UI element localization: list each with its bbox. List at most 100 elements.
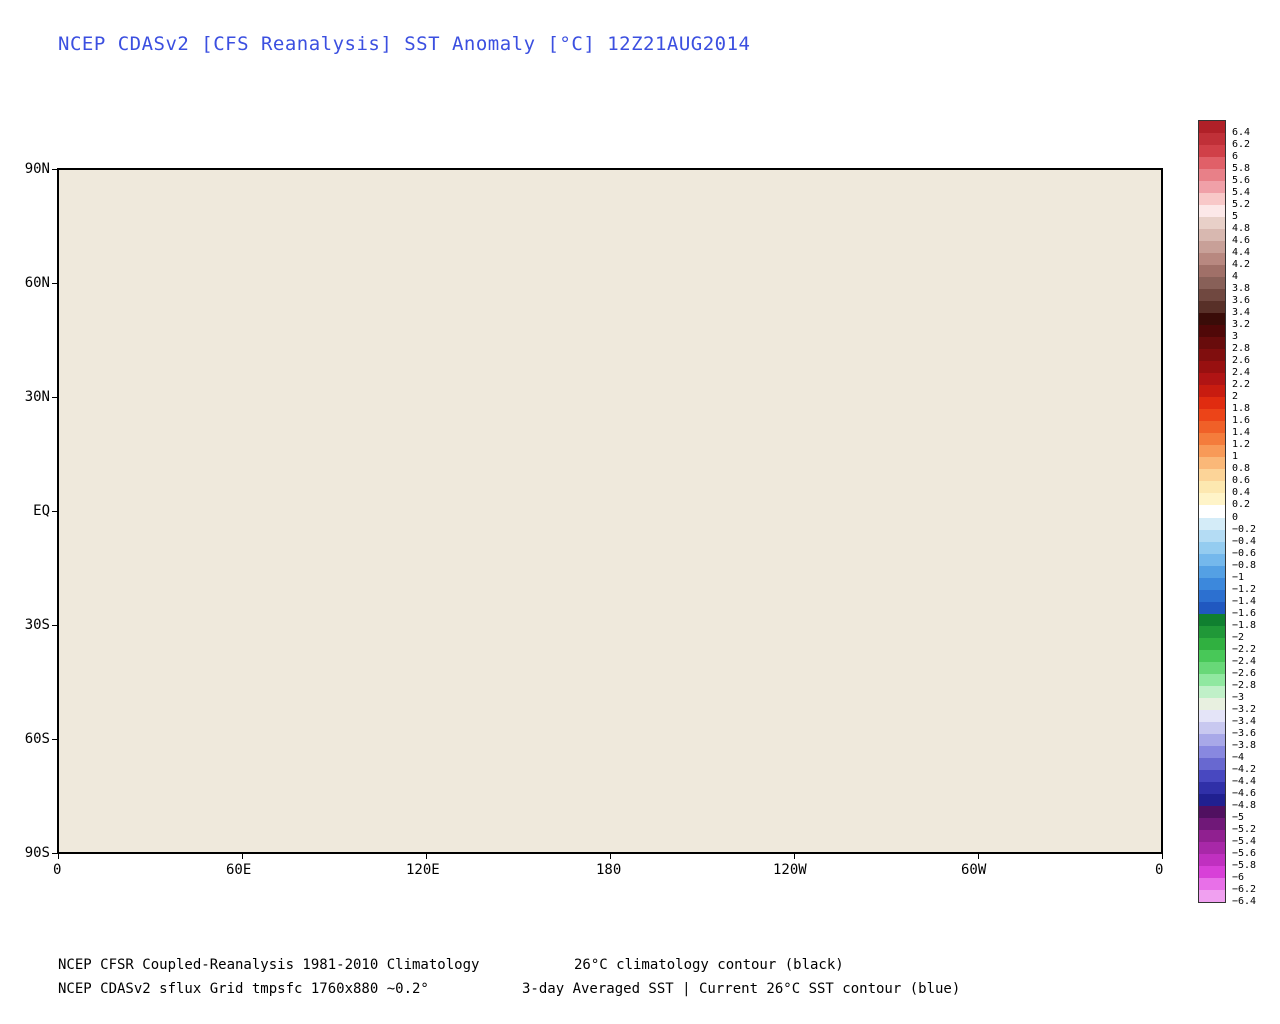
colorbar-tick-label: 0.4 xyxy=(1232,487,1251,499)
colorbar-tick-label: −1.2 xyxy=(1232,583,1257,595)
colorbar-swatch xyxy=(1199,289,1225,302)
colorbar-tick-label: 5.6 xyxy=(1232,175,1251,187)
colorbar-swatch xyxy=(1199,709,1225,723)
xtick-label: 120W xyxy=(773,862,807,878)
colorbar-swatch xyxy=(1199,625,1225,639)
colorbar-tick-label: −2.2 xyxy=(1232,643,1257,655)
colorbar-tick-label: −4.8 xyxy=(1232,799,1257,811)
ytick-label: 90S xyxy=(24,845,50,861)
colorbar-swatch xyxy=(1199,829,1225,843)
footer-grid-source: NCEP CDASv2 sflux Grid tmpsfc 1760x880 ~… xyxy=(58,981,429,997)
xtick-label: 0 xyxy=(53,862,62,878)
colorbar-swatch xyxy=(1199,685,1225,699)
colorbar-swatch xyxy=(1199,601,1225,615)
colorbar-swatch xyxy=(1199,181,1225,194)
colorbar-swatch xyxy=(1199,505,1225,518)
ytick-label: 90N xyxy=(24,161,50,177)
colorbar-tick-label: −5.2 xyxy=(1232,823,1257,835)
colorbar-tick-label: −0.6 xyxy=(1232,547,1257,559)
colorbar-tick-label: 0.8 xyxy=(1232,463,1251,475)
ytick-mark xyxy=(52,169,58,170)
colorbar-tick-label: −1.6 xyxy=(1232,607,1257,619)
colorbar-swatch xyxy=(1199,649,1225,663)
colorbar-swatch xyxy=(1199,493,1225,506)
colorbar-swatch xyxy=(1199,157,1225,170)
colorbar-tick-label: −3.8 xyxy=(1232,739,1257,751)
colorbar-swatch xyxy=(1199,793,1225,807)
colorbar-swatch xyxy=(1199,697,1225,711)
colorbar-tick-label: −6 xyxy=(1232,871,1245,883)
colorbar-swatch xyxy=(1199,433,1225,446)
colorbar-swatch xyxy=(1199,457,1225,470)
colorbar-swatch xyxy=(1199,877,1225,891)
colorbar-swatch xyxy=(1199,745,1225,759)
ytick-label: 60N xyxy=(24,275,50,291)
colorbar-swatch xyxy=(1199,517,1225,530)
colorbar-tick-label: 3.8 xyxy=(1232,283,1251,295)
colorbar-tick-label: −6.2 xyxy=(1232,883,1257,895)
colorbar-tick-label: −1.4 xyxy=(1232,595,1257,607)
colorbar-tick-label: 2 xyxy=(1232,391,1239,403)
colorbar-tick-label: −5.8 xyxy=(1232,859,1257,871)
colorbar-swatch xyxy=(1199,805,1225,819)
colorbar-swatch xyxy=(1199,421,1225,434)
colorbar-tick-label: 4.4 xyxy=(1232,247,1251,259)
xtick-mark xyxy=(978,853,979,859)
colorbar-swatch xyxy=(1199,337,1225,350)
footer-sst-contour: 3-day Averaged SST | Current 26°C SST co… xyxy=(522,981,961,997)
ytick-mark xyxy=(52,853,58,854)
colorbar-tick-label: 4.2 xyxy=(1232,259,1251,271)
colorbar-tick-label: 5.8 xyxy=(1232,163,1251,175)
colorbar-tick-label: −1 xyxy=(1232,571,1245,583)
colorbar-swatch xyxy=(1199,229,1225,242)
footer-climatology-source: NCEP CFSR Coupled-Reanalysis 1981-2010 C… xyxy=(58,957,480,973)
colorbar-swatch xyxy=(1199,121,1225,134)
colorbar-tick-label: 3 xyxy=(1232,331,1239,343)
colorbar-swatch xyxy=(1199,757,1225,771)
colorbar-tick-label: 4 xyxy=(1232,271,1239,283)
map-title: NCEP CDASv2 [CFS Reanalysis] SST Anomaly… xyxy=(58,33,751,55)
map-field-placeholder xyxy=(59,170,1161,852)
xtick-mark xyxy=(794,853,795,859)
ytick-label: 60S xyxy=(24,731,50,747)
ytick-mark xyxy=(52,625,58,626)
xtick-mark xyxy=(242,853,243,859)
ytick-label: EQ xyxy=(33,503,50,519)
xtick-mark xyxy=(610,853,611,859)
colorbar-swatch xyxy=(1199,265,1225,278)
colorbar-tick-label: −2 xyxy=(1232,631,1245,643)
colorbar-tick-label: 5.4 xyxy=(1232,187,1251,199)
colorbar-swatch xyxy=(1199,301,1225,314)
colorbar-swatch xyxy=(1199,661,1225,675)
ytick-mark xyxy=(52,397,58,398)
xtick-label: 0 xyxy=(1155,862,1164,878)
colorbar-tick-label: −3 xyxy=(1232,691,1245,703)
colorbar-swatch xyxy=(1199,373,1225,386)
colorbar-tick-label: 4.8 xyxy=(1232,223,1251,235)
colorbar-swatch xyxy=(1199,385,1225,398)
colorbar-tick-label: 6.4 xyxy=(1232,127,1251,138)
colorbar-tick-label: 0 xyxy=(1232,511,1239,523)
ytick-label: 30S xyxy=(24,617,50,633)
colorbar-swatch xyxy=(1199,853,1225,867)
colorbar-tick-label: −4.4 xyxy=(1232,775,1257,787)
colorbar-swatch xyxy=(1199,217,1225,230)
colorbar-tick-label: −3.6 xyxy=(1232,727,1257,739)
colorbar-tick-label: 2.6 xyxy=(1232,355,1251,367)
colorbar-tick-label: 3.2 xyxy=(1232,319,1251,331)
ytick-mark xyxy=(52,283,58,284)
colorbar-tick-label: 5 xyxy=(1232,211,1239,223)
colorbar-swatch xyxy=(1199,313,1225,326)
colorbar-swatch xyxy=(1199,781,1225,795)
colorbar-swatch xyxy=(1199,241,1225,254)
colorbar-tick-label: −2.8 xyxy=(1232,679,1257,691)
colorbar-swatch xyxy=(1199,469,1225,482)
colorbar-swatch xyxy=(1199,577,1225,591)
colorbar-swatch xyxy=(1199,133,1225,146)
colorbar-swatch xyxy=(1199,361,1225,374)
xtick-mark xyxy=(426,853,427,859)
colorbar xyxy=(1198,120,1226,903)
colorbar-swatch xyxy=(1199,529,1225,543)
colorbar-swatch xyxy=(1199,397,1225,410)
colorbar-tick-label: 2.4 xyxy=(1232,367,1251,379)
